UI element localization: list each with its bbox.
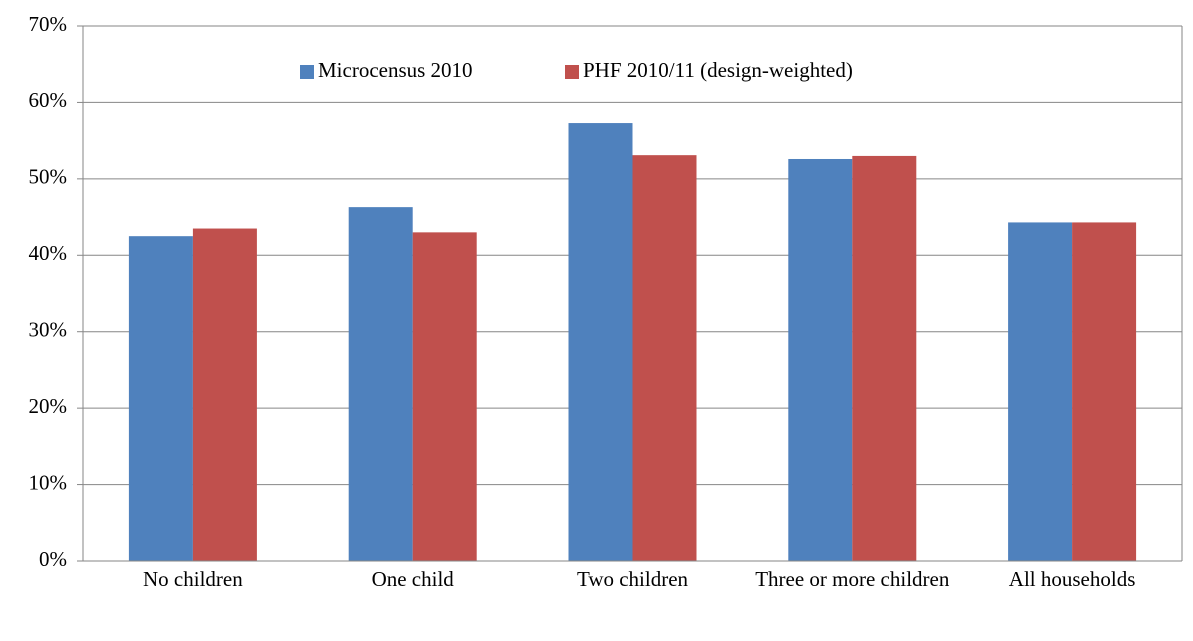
bar xyxy=(632,155,697,561)
legend-swatch xyxy=(300,65,314,79)
y-tick-label: 20% xyxy=(29,394,68,418)
legend-label: PHF 2010/11 (design-weighted) xyxy=(583,58,853,82)
x-tick-label: All households xyxy=(1008,567,1136,591)
legend-swatch xyxy=(565,65,579,79)
y-tick-label: 0% xyxy=(39,547,67,571)
y-tick-label: 40% xyxy=(29,241,68,265)
y-tick-label: 30% xyxy=(29,318,68,342)
x-tick-label: Two children xyxy=(576,567,689,591)
bar xyxy=(852,155,917,561)
x-tick-label: No children xyxy=(143,567,243,591)
x-tick-label: One child xyxy=(371,567,454,591)
bar xyxy=(348,207,413,561)
bar xyxy=(1008,222,1073,561)
y-tick-label: 50% xyxy=(29,165,68,189)
bar xyxy=(192,228,257,562)
bar xyxy=(568,123,633,562)
y-tick-label: 10% xyxy=(29,470,68,494)
y-tick-label: 60% xyxy=(29,88,68,112)
y-tick-label: 70% xyxy=(29,12,68,36)
x-tick-label: Three or more children xyxy=(755,567,950,591)
bar xyxy=(412,232,477,561)
legend-label: Microcensus 2010 xyxy=(318,58,473,82)
bar xyxy=(1072,222,1137,561)
bar xyxy=(788,158,853,561)
bar xyxy=(128,236,193,561)
